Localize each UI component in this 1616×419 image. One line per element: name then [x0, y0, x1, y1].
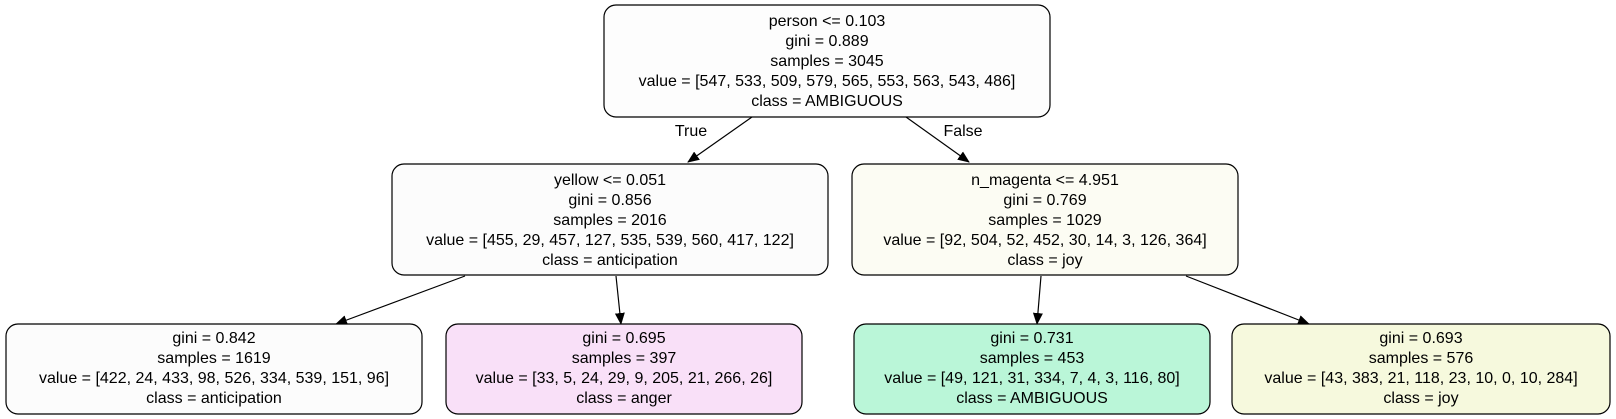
node-left-right-gini: gini = 0.695: [582, 330, 665, 347]
node-left-left-box: [5, 323, 423, 415]
node-left-right-box: [445, 323, 803, 415]
node-right-right-class: class = joy: [1383, 390, 1458, 407]
edge-left-to-left-right: [614, 275, 625, 325]
node-left-box: [391, 163, 829, 276]
node-left-samples: samples = 2016: [553, 212, 667, 229]
node-left-gini: gini = 0.856: [568, 192, 651, 209]
edge-root-to-right: [905, 116, 970, 163]
node-root-samples: samples = 3045: [770, 53, 884, 70]
node-root: person <= 0.103 gini = 0.889 samples = 3…: [603, 4, 1051, 118]
node-root-value: value = [547, 533, 509, 579, 565, 553, 5…: [639, 73, 1016, 90]
node-right-right-box: [1231, 323, 1611, 415]
node-left-right: gini = 0.695 samples = 397 value = [33, …: [445, 323, 803, 415]
node-left-split: yellow <= 0.051: [554, 172, 666, 189]
node-left-right-class: class = anger: [576, 390, 672, 407]
node-left-right-value: value = [33, 5, 24, 29, 9, 205, 21, 266,…: [476, 370, 773, 387]
node-right-left-class: class = AMBIGUOUS: [956, 390, 1108, 407]
edge-right-to-right-left: [1032, 275, 1043, 325]
node-right-right-gini: gini = 0.693: [1379, 330, 1462, 347]
edge-right-to-right-right: [1185, 275, 1310, 325]
node-right-split: n_magenta <= 4.951: [971, 172, 1119, 189]
node-root-box: [603, 4, 1051, 118]
edge-label-true: True: [675, 123, 707, 140]
node-right-class: class = joy: [1007, 252, 1082, 269]
node-right: n_magenta <= 4.951 gini = 0.769 samples …: [851, 163, 1239, 276]
node-right-left-box: [853, 323, 1211, 415]
node-root-gini: gini = 0.889: [785, 33, 868, 50]
node-right-gini: gini = 0.769: [1003, 192, 1086, 209]
node-right-samples: samples = 1029: [988, 212, 1102, 229]
node-left-left: gini = 0.842 samples = 1619 value = [422…: [5, 323, 423, 415]
edge-root-to-left: [687, 116, 753, 163]
edge-label-false: False: [943, 123, 982, 140]
node-right-left: gini = 0.731 samples = 453 value = [49, …: [853, 323, 1211, 415]
node-left-left-gini: gini = 0.842: [172, 330, 255, 347]
node-left: yellow <= 0.051 gini = 0.856 samples = 2…: [391, 163, 829, 276]
node-left-right-samples: samples = 397: [572, 350, 677, 367]
node-left-value: value = [455, 29, 457, 127, 535, 539, 56…: [426, 232, 794, 249]
node-right-right-value: value = [43, 383, 21, 118, 23, 10, 0, 10…: [1264, 370, 1577, 387]
node-right-right: gini = 0.693 samples = 576 value = [43, …: [1231, 323, 1611, 415]
node-root-split: person <= 0.103: [769, 13, 886, 30]
node-left-left-samples: samples = 1619: [157, 350, 271, 367]
node-left-left-value: value = [422, 24, 433, 98, 526, 334, 539…: [39, 370, 389, 387]
node-right-right-samples: samples = 576: [1369, 350, 1474, 367]
node-left-class: class = anticipation: [542, 252, 678, 269]
node-left-left-class: class = anticipation: [146, 390, 282, 407]
edge-left-to-left-left: [335, 275, 466, 325]
node-right-value: value = [92, 504, 52, 452, 30, 14, 3, 12…: [883, 232, 1206, 249]
node-root-class: class = AMBIGUOUS: [751, 93, 903, 110]
node-right-box: [851, 163, 1239, 276]
node-right-left-value: value = [49, 121, 31, 334, 7, 4, 3, 116,…: [884, 370, 1179, 387]
node-right-left-samples: samples = 453: [980, 350, 1085, 367]
node-right-left-gini: gini = 0.731: [990, 330, 1073, 347]
